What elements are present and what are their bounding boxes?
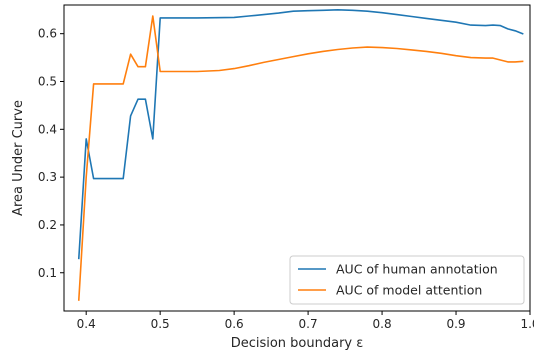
- legend-box: [289, 255, 525, 305]
- y-tick-label: 0.1: [38, 266, 57, 280]
- legend: AUC of human annotation AUC of model atte…: [289, 255, 525, 305]
- x-tick-label: 0.7: [299, 317, 318, 331]
- y-axis-label: Area Under Curve: [11, 100, 26, 216]
- x-axis-label: Decision boundary ε: [231, 336, 364, 351]
- y-tick-label: 0.6: [38, 27, 57, 41]
- tick-layer: 0.4 0.5 0.6 0.7 0.8 0.9 1.0 0.1 0.2 0.3 0.4 0.5 0.6: [38, 27, 534, 331]
- legend-label-2: AUC of model attention: [336, 283, 482, 298]
- series-line-2: [77, 15, 524, 301]
- y-tick-label: 0.3: [38, 170, 57, 184]
- y-tick-label: 0.2: [38, 218, 57, 232]
- x-tick-label: 1.0: [520, 317, 534, 331]
- x-tick-label: 0.4: [77, 317, 96, 331]
- x-tick-label: 0.8: [373, 317, 392, 331]
- legend-items: AUC of human annotation AUC of model atte…: [298, 262, 498, 298]
- series-layer: [77, 9, 524, 301]
- x-tick-label: 0.5: [151, 317, 170, 331]
- legend-label-1: AUC of human annotation: [336, 262, 498, 277]
- y-tick-label: 0.4: [38, 122, 57, 136]
- x-tick-label: 0.9: [446, 317, 465, 331]
- y-tick-label: 0.5: [38, 75, 57, 89]
- plot-frame: [63, 4, 531, 312]
- x-tick-label: 0.6: [225, 317, 244, 331]
- series-line-1: [77, 9, 524, 260]
